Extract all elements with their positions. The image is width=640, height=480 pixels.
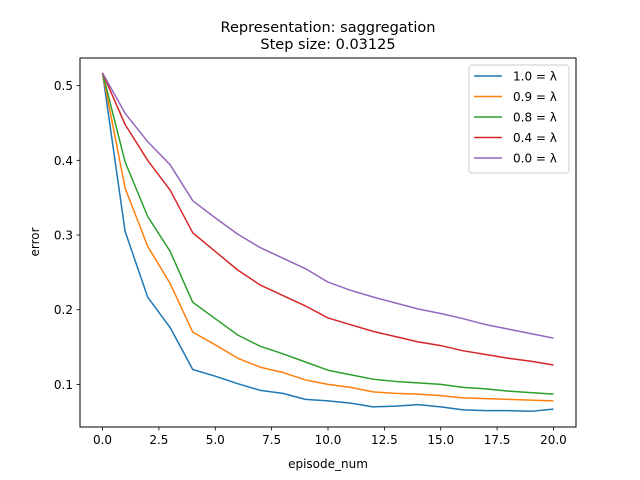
x-tick-label: 12.5 bbox=[371, 433, 398, 447]
series-line-4 bbox=[101, 72, 554, 366]
x-tick-label: 10.0 bbox=[315, 433, 342, 447]
legend: 1.0 = λ 0.9 = λ 0.8 = λ 0.4 = λ 0.0 = λ bbox=[468, 64, 570, 174]
x-tick-label: 2.5 bbox=[149, 433, 168, 447]
legend-label-1: 1.0 = λ bbox=[513, 70, 557, 84]
chart-title: Representation: saggregation bbox=[221, 20, 436, 36]
y-tick-label: 0.5 bbox=[54, 79, 73, 93]
series-line-1 bbox=[101, 72, 554, 413]
plot-frame bbox=[79, 57, 577, 428]
x-tick-label: 0.0 bbox=[93, 433, 112, 447]
x-axis-ticks: 0.0 2.5 5.0 7.5 10.0 12.5 15.0 17.5 20.0 bbox=[93, 427, 567, 447]
y-tick-label: 0.3 bbox=[54, 229, 73, 243]
legend-label-5: 0.0 = λ bbox=[513, 152, 557, 166]
legend-label-4: 0.4 = λ bbox=[513, 131, 557, 145]
y-tick-label: 0.2 bbox=[54, 303, 73, 317]
chart-subtitle: Step size: 0.03125 bbox=[260, 37, 395, 53]
x-tick-label: 5.0 bbox=[206, 433, 225, 447]
legend-label-3: 0.8 = λ bbox=[513, 111, 557, 125]
series-lines bbox=[101, 72, 554, 413]
x-axis-label: episode_num bbox=[288, 457, 368, 471]
x-tick-label: 17.5 bbox=[484, 433, 511, 447]
x-tick-label: 7.5 bbox=[262, 433, 281, 447]
x-tick-label: 20.0 bbox=[540, 433, 567, 447]
y-tick-label: 0.4 bbox=[54, 154, 73, 168]
x-tick-label: 15.0 bbox=[427, 433, 454, 447]
y-axis-ticks: 0.1 0.2 0.3 0.4 0.5 bbox=[54, 79, 80, 392]
series-line-3 bbox=[101, 72, 554, 395]
series-line-2 bbox=[101, 72, 554, 402]
y-tick-label: 0.1 bbox=[54, 378, 73, 392]
y-axis-label: error bbox=[28, 227, 42, 256]
legend-box bbox=[468, 64, 570, 174]
legend-label-2: 0.9 = λ bbox=[513, 90, 557, 104]
series-line-5 bbox=[101, 72, 554, 339]
